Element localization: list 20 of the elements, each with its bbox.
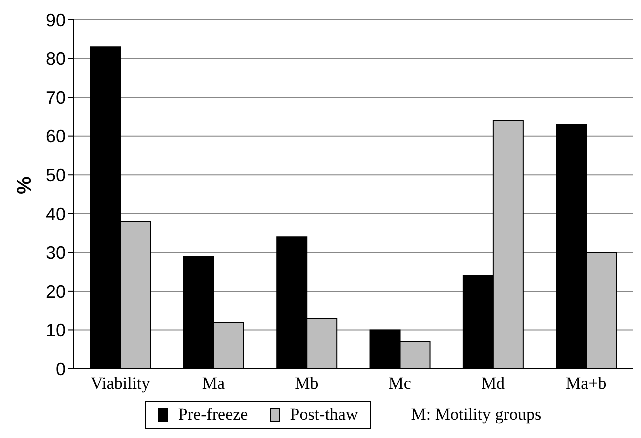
- y-tick-label: 40: [46, 204, 66, 224]
- text: M: Motility groups: [411, 405, 542, 425]
- x-tick-label: Ma+b: [566, 374, 607, 394]
- y-tick-label: 20: [46, 282, 66, 302]
- legend-label: Pre-freeze: [177, 405, 248, 425]
- y-axis-title: %: [14, 176, 36, 194]
- x-tick-label: Mb: [295, 374, 319, 394]
- x-tick-label: Md: [481, 374, 506, 394]
- y-tick-label: 80: [46, 49, 66, 70]
- legend-label: Post-thaw: [289, 405, 358, 425]
- y-tick-label: 50: [46, 166, 66, 186]
- y-tick-label: 60: [46, 126, 66, 147]
- y-tick-label: 0: [56, 359, 66, 380]
- x-tick-label: Ma: [202, 374, 226, 394]
- x-tick-label: Viability: [90, 374, 151, 394]
- y-tick-label: 70: [46, 88, 66, 108]
- y-tick-label: 30: [46, 243, 66, 264]
- y-tick-label: 90: [46, 10, 66, 30]
- y-tick-label: 10: [46, 320, 66, 341]
- x-tick-label: Mc: [388, 374, 412, 394]
